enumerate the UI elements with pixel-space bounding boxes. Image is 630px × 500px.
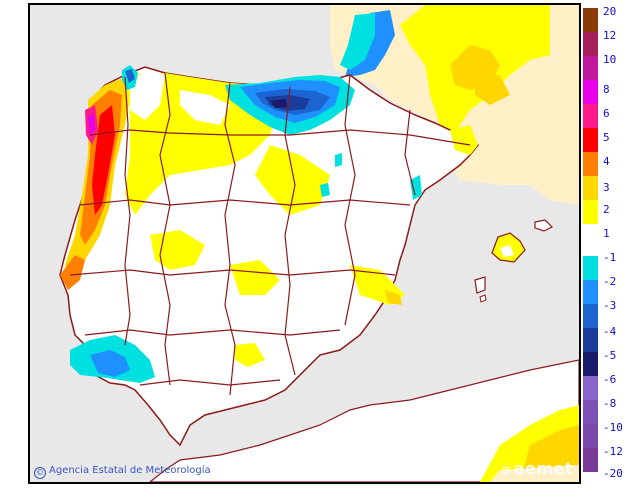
legend-swatch-neg1 <box>583 256 598 280</box>
legend-swatch-6 <box>583 104 598 128</box>
legend-swatch-neg3 <box>583 304 598 328</box>
legend-label: 4 <box>603 155 610 168</box>
legend-swatch-12 <box>583 32 598 56</box>
legend-swatch-2 <box>583 200 598 224</box>
legend-label: -6 <box>603 373 617 386</box>
legend-label: 6 <box>603 107 610 120</box>
legend-swatch-4 <box>583 152 598 176</box>
legend-label: -12 <box>603 445 623 458</box>
legend-label: 8 <box>603 83 610 96</box>
legend-label: 3 <box>603 181 610 194</box>
agency-credit: © Agencia Estatal de Meteorología <box>34 465 211 479</box>
legend-label: 20 <box>603 5 617 18</box>
legend-swatch-3 <box>583 176 598 200</box>
legend-swatch-neg6 <box>583 376 598 400</box>
legend-label: -8 <box>603 397 617 410</box>
legend-label: -20 <box>603 467 623 480</box>
province-borders <box>69 72 471 396</box>
agency-credit-text: Agencia Estatal de Meteorología <box>49 465 211 476</box>
legend-swatch-10 <box>583 56 598 80</box>
legend-label: 12 <box>603 29 617 42</box>
legend-label: -5 <box>603 349 617 362</box>
legend-label: -10 <box>603 421 623 434</box>
legend-swatch-neg4 <box>583 328 598 352</box>
legend-label: 2 <box>603 203 610 216</box>
legend-label: -4 <box>603 325 617 338</box>
ibiza <box>474 276 486 294</box>
legend-swatch-neg10 <box>583 424 598 448</box>
legend-swatch-neg2 <box>583 280 598 304</box>
aemet-logo: ≋ aemet <box>501 459 573 478</box>
legend-swatch-8 <box>583 80 598 104</box>
north-africa <box>149 359 579 482</box>
legend-label: 10 <box>603 53 617 66</box>
legend-swatch-20 <box>583 8 598 32</box>
aemet-logo-icon: ≋ <box>501 463 512 477</box>
legend-swatch-neg12 <box>583 448 598 472</box>
menorca <box>534 219 554 232</box>
legend-swatch-5 <box>583 128 598 152</box>
legend-label: 1 <box>603 227 610 240</box>
color-legend: 20 12 10 8 6 5 4 3 2 1 -1 -2 -3 -4 -5 -6… <box>583 5 630 488</box>
copyright-icon: © <box>34 467 46 479</box>
legend-label: -1 <box>603 251 617 264</box>
legend-label: -3 <box>603 299 617 312</box>
legend-label: 5 <box>603 131 610 144</box>
legend-label: -2 <box>603 275 617 288</box>
map-canvas <box>30 5 579 482</box>
legend-swatch-neg5 <box>583 352 598 376</box>
map-frame: © Agencia Estatal de Meteorología ≋ aemet <box>28 3 581 484</box>
legend-swatch-neg8 <box>583 400 598 424</box>
